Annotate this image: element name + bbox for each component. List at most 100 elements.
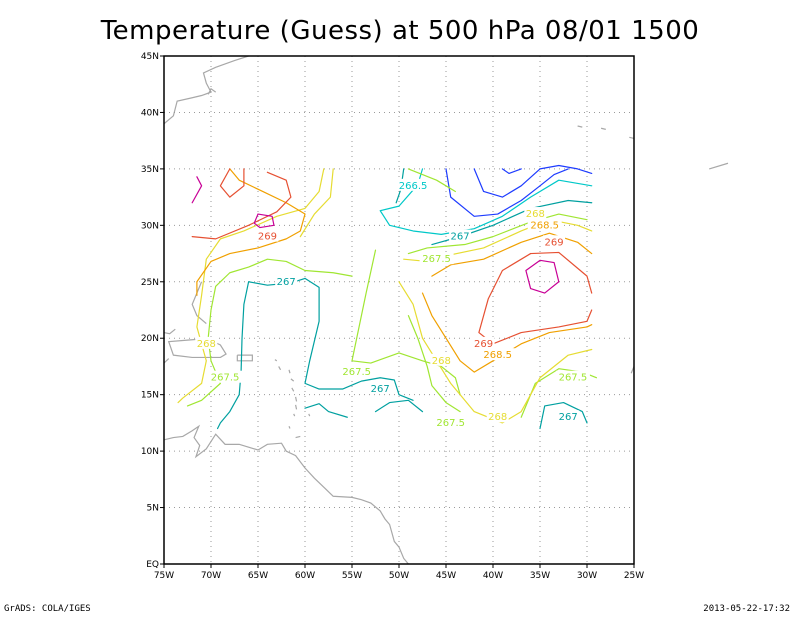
contour-line [501, 168, 522, 175]
contour-label-bg [419, 252, 454, 265]
contour-label-bg [433, 415, 468, 428]
axis-tick-layer: 75W 70W 65W 60W 55W 50W 45W 40W 35W 30W 25W EQ 5N 10N… [141, 52, 644, 581]
contour-label-bg [472, 336, 495, 349]
y-tick-label: 30N [141, 221, 159, 231]
coastline [288, 369, 291, 374]
contour-label-bg [396, 178, 431, 191]
contour-line [219, 168, 245, 198]
contour-line [407, 213, 588, 255]
y-tick-label: 10N [141, 447, 159, 457]
contour-label: 267.5 [422, 254, 451, 265]
contour-line [398, 281, 593, 424]
contour-line [191, 171, 292, 240]
y-tick-label: 45N [141, 52, 159, 62]
contour-label-bg [339, 365, 374, 378]
plot-frame [163, 55, 635, 565]
contour-label: 269 [545, 237, 564, 248]
contour-label: 267.5 [342, 367, 371, 378]
contour-label: 267.5 [559, 373, 588, 384]
contour-label-bg [195, 336, 218, 349]
coastline [291, 387, 295, 392]
contour-label: 268 [526, 209, 545, 220]
coastline [709, 162, 729, 170]
contour-line [216, 277, 306, 430]
x-tick-label: 65W [248, 571, 268, 581]
contour-line [478, 252, 593, 345]
contour-line [196, 168, 306, 296]
coastline [308, 413, 311, 417]
y-tick-label: 20N [141, 334, 159, 344]
contour-label-bg [486, 410, 509, 423]
contour-label: 269 [474, 339, 493, 350]
contour-line [299, 168, 334, 238]
contour-line [445, 168, 569, 217]
coastline [295, 435, 301, 439]
contour-line [191, 176, 203, 204]
x-tick-label: 25W [624, 571, 644, 581]
contour-line [530, 251, 593, 294]
coastline-layer [163, 55, 729, 565]
footer-timestamp: 2013-05-22-17:32 [703, 604, 790, 614]
x-tick-label: 50W [389, 571, 409, 581]
contour-label-bg [275, 274, 298, 287]
contour-label: 268.5 [530, 220, 559, 231]
contour-label-bg [543, 235, 566, 248]
contour-label: 267.5 [436, 418, 465, 429]
contour-label-bg [527, 218, 562, 231]
contour-label: 267.5 [211, 373, 240, 384]
contour-line [525, 259, 560, 294]
contour-label-bg [449, 229, 472, 242]
contour-label: 268 [432, 356, 451, 367]
y-tick-label: 40N [141, 108, 159, 118]
contour-label: 267 [371, 384, 390, 395]
contour-line [473, 164, 593, 198]
coastline [163, 55, 249, 125]
contour-line [177, 168, 325, 404]
contour-label-bg [480, 348, 515, 361]
coastline [629, 136, 635, 139]
contour-label: 269 [258, 232, 277, 243]
contour-line [407, 315, 461, 413]
contour-label-bg [208, 370, 243, 383]
y-tick-label: EQ [146, 560, 159, 570]
contour-label: 266.5 [399, 181, 428, 192]
y-tick-label: 25N [141, 278, 159, 288]
contour-line [304, 403, 348, 418]
contour-line [253, 213, 275, 229]
coastline [167, 338, 227, 359]
x-tick-label: 60W [295, 571, 315, 581]
contour-label-bg [369, 382, 392, 395]
contour-line [431, 232, 593, 277]
contour-line [304, 277, 414, 401]
contour-line [539, 401, 588, 430]
x-tick-label: 45W [436, 571, 456, 581]
x-tick-label: 30W [577, 571, 597, 581]
x-tick-label: 35W [530, 571, 550, 581]
x-tick-label: 75W [154, 571, 174, 581]
coastline [295, 404, 298, 410]
contour-label-bg [524, 207, 547, 220]
coastline [163, 358, 170, 364]
contour-label: 268 [488, 412, 507, 423]
coastline [274, 359, 278, 362]
coastline [293, 413, 296, 417]
contour-line [379, 168, 593, 235]
coastline [163, 424, 409, 565]
x-tick-label: 55W [342, 571, 362, 581]
coastline [163, 328, 176, 335]
contour-label-bg [430, 353, 453, 366]
contour-label: 267 [559, 412, 578, 423]
coastline [236, 354, 253, 362]
footer-credit: GrADS: COLA/IGES [4, 604, 91, 614]
contour-label-bg [557, 410, 580, 423]
contour-label: 267 [277, 277, 296, 288]
coastline [600, 127, 606, 130]
contour-label: 268 [197, 339, 216, 350]
chart-title: Temperature (Guess) at 500 hPa 08/01 150… [100, 16, 700, 46]
contour-label-bg [555, 370, 590, 383]
contour-label: 268.5 [483, 350, 512, 361]
contour-line [351, 249, 461, 396]
coastline [207, 87, 217, 95]
